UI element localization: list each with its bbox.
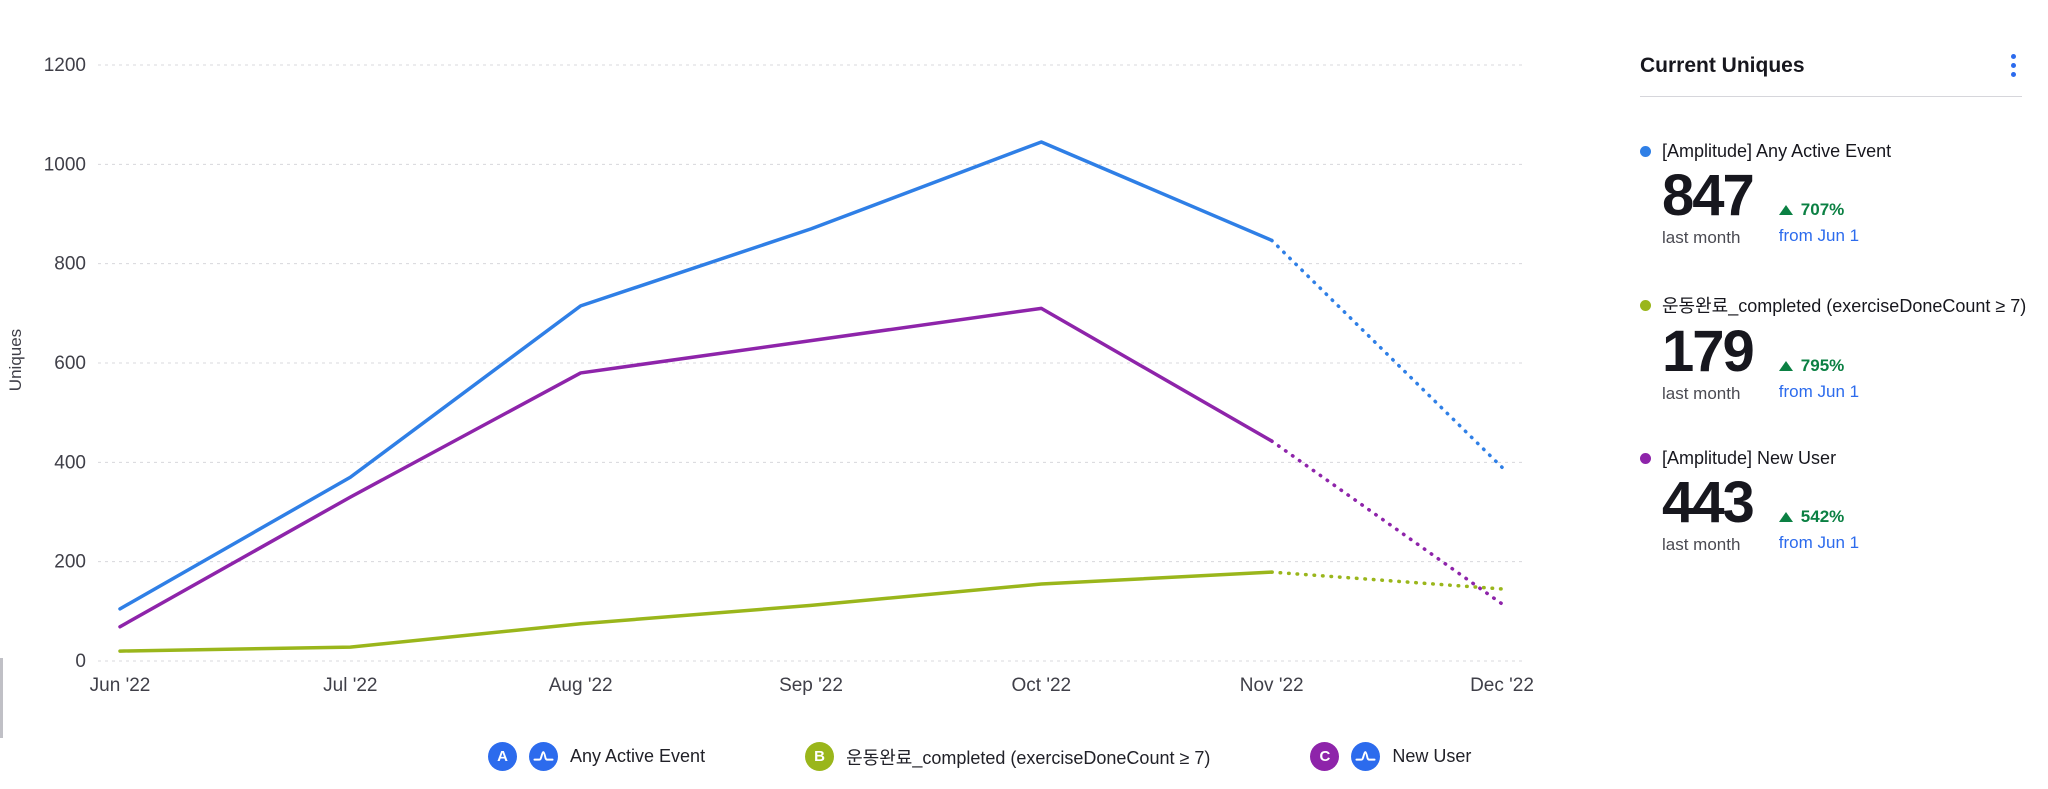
metric-value: 179: [1662, 319, 1755, 385]
y-axis-title: Uniques: [6, 328, 25, 392]
metric-name: [Amplitude] Any Active Event: [1662, 141, 1892, 161]
metric-value-caption: last month: [1662, 228, 1741, 248]
series-badge-c: C: [1310, 742, 1340, 771]
series-line-projected[interactable]: [1269, 439, 1504, 606]
x-tick-label: Aug '22: [549, 675, 613, 696]
series-dot: [1640, 299, 1651, 311]
series-badge-b: B: [805, 742, 835, 771]
legend-item-new-user[interactable]: C New User: [1310, 742, 1471, 771]
legend-item-any-active-event[interactable]: A Any Active Event: [488, 742, 705, 771]
x-tick-label: Jul '22: [323, 675, 377, 696]
y-tick-label: 400: [54, 452, 86, 473]
amplitude-logo-icon: [1351, 742, 1381, 771]
uniques-line-chart: 0 200 400 600 800 1000 1200 Jun '22 Jul '22 Aug '…: [0, 0, 1565, 789]
delta-percent: 542%: [1800, 507, 1845, 527]
metric-delta: 542%: [1778, 507, 1859, 527]
x-tick-label: Oct '22: [1012, 675, 1072, 696]
arrow-up-icon: [1778, 512, 1793, 523]
metric-delta: 707%: [1778, 200, 1859, 220]
series-badge-a: A: [488, 742, 517, 771]
x-tick-label: Jun '22: [90, 675, 151, 696]
x-tick-label: Sep '22: [779, 675, 843, 696]
series-dot: [1640, 146, 1651, 157]
metric-value: 443: [1662, 470, 1755, 536]
y-tick-label: 600: [54, 353, 86, 374]
series-line-projected[interactable]: [1269, 570, 1504, 591]
legend-label: Any Active Event: [570, 746, 706, 766]
panel-header: Current Uniques: [1640, 50, 2022, 81]
metric-value-caption: last month: [1662, 535, 1741, 555]
metric-delta: 795%: [1778, 356, 1859, 376]
amplitude-logo-icon: [529, 742, 558, 771]
y-tick-label: 1000: [44, 154, 86, 175]
metric-exercise-completed: 운동완료_completed (exerciseDoneCount ≥ 7) 1…: [1640, 292, 2026, 404]
delta-percent: 795%: [1800, 356, 1845, 376]
metric-value: 847: [1662, 163, 1755, 228]
series-line-projected[interactable]: [1269, 238, 1504, 470]
legend-item-exercise-completed[interactable]: B 운동완료_completed (exerciseDoneCount ≥ 7): [805, 742, 1210, 771]
series-dot: [1640, 453, 1651, 465]
delta-caption: from Jun 1: [1778, 533, 1860, 553]
left-edge-divider: [0, 658, 3, 738]
metric-name: [Amplitude] New User: [1662, 448, 1837, 469]
kebab-menu-icon[interactable]: [2005, 50, 2022, 81]
arrow-up-icon: [1778, 361, 1793, 372]
current-uniques-panel: Current Uniques [Amplitude] Any Active E…: [1640, 50, 2048, 555]
metric-value-caption: last month: [1662, 384, 1741, 404]
arrow-up-icon: [1778, 205, 1793, 216]
panel-title: Current Uniques: [1640, 53, 1805, 77]
metric-any-active-event: [Amplitude] Any Active Event 847 last mo…: [1640, 141, 2022, 248]
delta-percent: 707%: [1800, 200, 1845, 220]
metric-new-user: [Amplitude] New User 443 last month 542%…: [1640, 448, 2022, 555]
series-line[interactable]: [118, 306, 1274, 629]
delta-caption: from Jun 1: [1778, 226, 1860, 246]
chart-plot[interactable]: 0 200 400 600 800 1000 1200 Jun '22 Jul '22 Aug '…: [0, 0, 1565, 789]
y-tick-label: 0: [75, 651, 86, 672]
delta-caption: from Jun 1: [1778, 382, 1860, 402]
x-tick-label: Nov '22: [1240, 675, 1304, 696]
y-tick-label: 1200: [44, 55, 86, 76]
panel-divider: [1640, 96, 2022, 97]
chart-legend: A Any Active Event B 운동완료_completed (exe…: [488, 742, 1471, 771]
series-line[interactable]: [118, 140, 1274, 611]
series-line[interactable]: [118, 570, 1274, 653]
y-tick-label: 800: [54, 254, 86, 275]
legend-label: New User: [1392, 746, 1472, 766]
legend-label: 운동완료_completed (exerciseDoneCount ≥ 7): [846, 747, 1211, 768]
y-tick-label: 200: [54, 552, 86, 573]
x-tick-label: Dec '22: [1470, 675, 1534, 696]
metric-name: 운동완료_completed (exerciseDoneCount ≥ 7): [1662, 296, 2027, 317]
